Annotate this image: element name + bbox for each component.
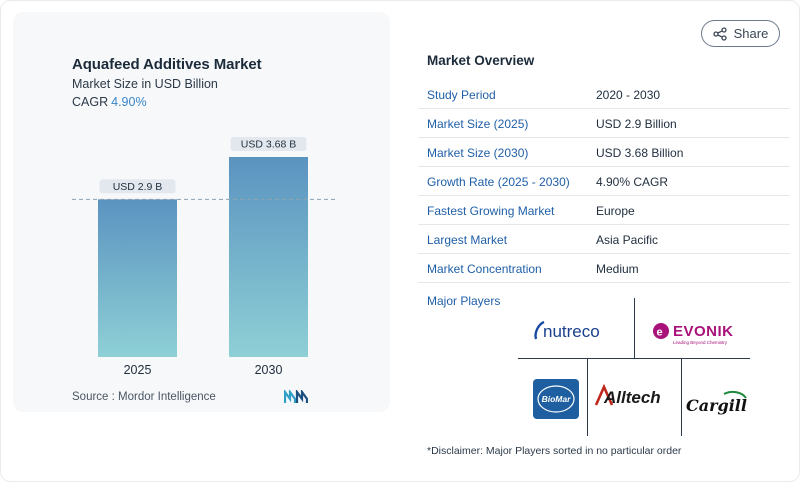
chart-card [13, 12, 390, 412]
overview-row: Market Size (2030) USD 3.68 Billion [418, 138, 790, 167]
biomar-wordmark: BioMar [542, 394, 572, 404]
category-label: 2025 [124, 363, 152, 377]
overview-row-label: Market Concentration [427, 262, 542, 276]
overview-row-value: USD 3.68 Billion [596, 146, 684, 160]
mordor-intelligence-logo-icon [284, 390, 308, 403]
chart-subtitle: Market Size in USD Billion [72, 77, 218, 91]
cargill-logo: Cargill [684, 390, 750, 418]
share-icon [712, 26, 727, 41]
bar-2030 [229, 157, 308, 357]
nutreco-logo: nutreco [530, 318, 615, 344]
nutreco-wordmark: nutreco [543, 322, 600, 341]
overview-row: Market Size (2025) USD 2.9 Billion [418, 109, 790, 138]
category-label: 2030 [255, 363, 283, 377]
overview-row-value: Europe [596, 204, 635, 218]
cagr-value: 4.90% [111, 95, 147, 109]
overview-row-value: USD 2.9 Billion [596, 117, 677, 131]
evonik-wordmark: EVONIK [673, 323, 734, 340]
data-label: USD 2.9 B [113, 181, 163, 193]
overview-row-label: Fastest Growing Market [427, 204, 555, 218]
disclaimer: *Disclaimer: Major Players sorted in no … [427, 445, 682, 457]
overview-row-label: Market Size (2025) [427, 117, 529, 131]
data-label-bg [99, 179, 176, 194]
biomar-logo: BioMar [533, 379, 579, 419]
cagr-row: CAGR 4.90% [72, 95, 147, 109]
overview-title: Market Overview [427, 53, 535, 68]
logo-divider [681, 358, 682, 436]
data-label: USD 3.68 B [241, 139, 296, 151]
overview-row-value: Medium [596, 262, 639, 276]
overview-row-value: 4.90% CAGR [596, 175, 669, 189]
overview-table: Study Period 2020 - 2030 Market Size (2025… [418, 80, 790, 283]
overview-row-label: Study Period [427, 88, 496, 102]
share-label: Share [733, 26, 769, 41]
overview-row: Growth Rate (2025 - 2030) 4.90% CAGR [418, 167, 790, 196]
overview-row-value: 2020 - 2030 [596, 88, 661, 102]
logo-divider [587, 358, 588, 436]
share-button[interactable]: Share [701, 20, 780, 47]
svg-text:e: e [657, 327, 663, 339]
logo-divider [518, 358, 750, 359]
cagr-label: CAGR [72, 95, 109, 109]
bar-chart: USD 2.9 B 2025 USD 3.68 B 2030 [72, 137, 336, 377]
alltech-logo: Alltech [594, 383, 676, 411]
major-players-title: Major Players [427, 294, 501, 308]
chart-title: Aquafeed Additives Market [72, 56, 262, 73]
data-label-bg [230, 137, 307, 151]
logo-divider [634, 298, 635, 358]
evonik-tagline: Leading Beyond Chemistry [673, 340, 728, 345]
overview-row: Fastest Growing Market Europe [418, 196, 790, 225]
alltech-wordmark: Alltech [603, 388, 661, 407]
overview-row-value: Asia Pacific [596, 233, 659, 247]
overview-row-label: Growth Rate (2025 - 2030) [427, 175, 570, 189]
overview-row: Study Period 2020 - 2030 [418, 80, 790, 109]
cargill-wordmark: Cargill [686, 396, 747, 415]
evonik-logo: e EVONIK Leading Beyond Chemistry [651, 318, 741, 348]
overview-row: Market Concentration Medium [418, 254, 790, 283]
overview-row-label: Market Size (2030) [427, 146, 529, 160]
overview-row-label: Largest Market [427, 233, 508, 247]
overview-row: Largest Market Asia Pacific [418, 225, 790, 254]
chart-source: Source : Mordor Intelligence [72, 391, 216, 403]
bar-2025 [98, 199, 177, 357]
